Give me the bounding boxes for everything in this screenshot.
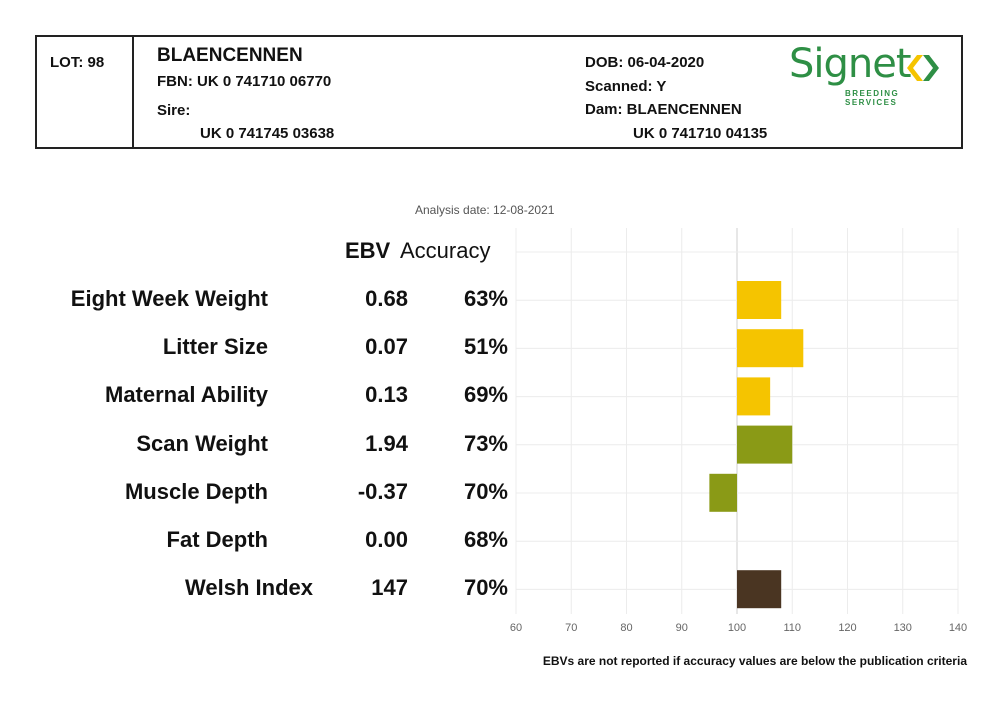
ebv-value: 0.68 — [365, 286, 408, 311]
ebv-bar-chart: 60 70 80 90 100 110 120 130 140 — [510, 228, 967, 634]
trait-label: Welsh Index — [185, 575, 313, 601]
trait-label: Maternal Ability — [105, 382, 268, 408]
header-divider — [132, 37, 134, 147]
x-tick-label: 140 — [949, 622, 967, 634]
dam-name: Dam: BLAENCENNEN — [585, 101, 742, 118]
x-tick-label: 130 — [894, 622, 912, 634]
accuracy-value: 69% — [463, 382, 508, 408]
logo-subtitle: BREEDING SERVICES — [845, 89, 900, 107]
trait-bar — [737, 425, 793, 464]
x-tick-label: 60 — [510, 622, 522, 634]
sire-label: Sire: — [157, 102, 191, 119]
accuracy-value: 51% — [463, 334, 508, 360]
accuracy-value: 63% — [463, 286, 508, 311]
x-tick-label: 120 — [838, 622, 856, 634]
trait-bar — [737, 281, 782, 319]
animal-header: LOT: 98 BLAENCENNEN FBN: UK 0 741710 067… — [35, 35, 963, 149]
ebv-value: 0.13 — [365, 382, 408, 408]
animal-name: BLAENCENNEN — [157, 45, 303, 66]
ebv-value: 1.94 — [365, 430, 408, 456]
trait-bar — [737, 570, 782, 609]
analysis-date: Analysis date: 12-08-2021 — [415, 203, 555, 217]
signet-logo: Signet BREEDING SERVICES — [789, 41, 949, 107]
logo-wordmark: Signet — [789, 41, 912, 87]
dam-id: UK 0 741710 04135 — [633, 125, 768, 142]
accuracy-value: 70% — [463, 575, 508, 601]
accuracy-value: 73% — [463, 430, 508, 456]
trait-bar — [737, 329, 804, 368]
footnote: EBVs are not reported if accuracy values… — [542, 654, 967, 668]
trait-bar — [709, 473, 737, 512]
ebv-value: 0.07 — [365, 334, 408, 360]
trait-bar — [737, 377, 771, 416]
ebv-column-header: EBV — [345, 238, 391, 263]
x-tick-label: 90 — [676, 622, 688, 634]
trait-label: Eight Week Weight — [70, 286, 268, 311]
x-tick-label: 100 — [728, 622, 746, 634]
date-of-birth: DOB: 06-04-2020 — [585, 54, 705, 71]
x-tick-label: 70 — [565, 622, 577, 634]
accuracy-column-header: Accuracy — [400, 238, 491, 263]
signet-arrows-icon — [907, 55, 939, 81]
ebv-value: 0.00 — [365, 527, 408, 552]
lot-number: LOT: 98 — [50, 54, 105, 71]
trait-label: Litter Size — [162, 334, 268, 360]
ebv-value: 147 — [371, 575, 408, 601]
accuracy-value: 68% — [463, 527, 508, 552]
sire-id: UK 0 741745 03638 — [200, 125, 335, 142]
scanned-status: Scanned: Y — [585, 78, 667, 95]
accuracy-value: 70% — [463, 478, 508, 504]
trait-label: Muscle Depth — [124, 478, 268, 504]
fbn-number: FBN: UK 0 741710 06770 — [157, 73, 332, 90]
x-tick-label: 110 — [783, 622, 801, 634]
trait-label: Fat Depth — [166, 527, 268, 552]
x-tick-label: 80 — [620, 622, 632, 634]
trait-label: Scan Weight — [136, 430, 268, 456]
ebv-value: -0.37 — [357, 478, 408, 504]
